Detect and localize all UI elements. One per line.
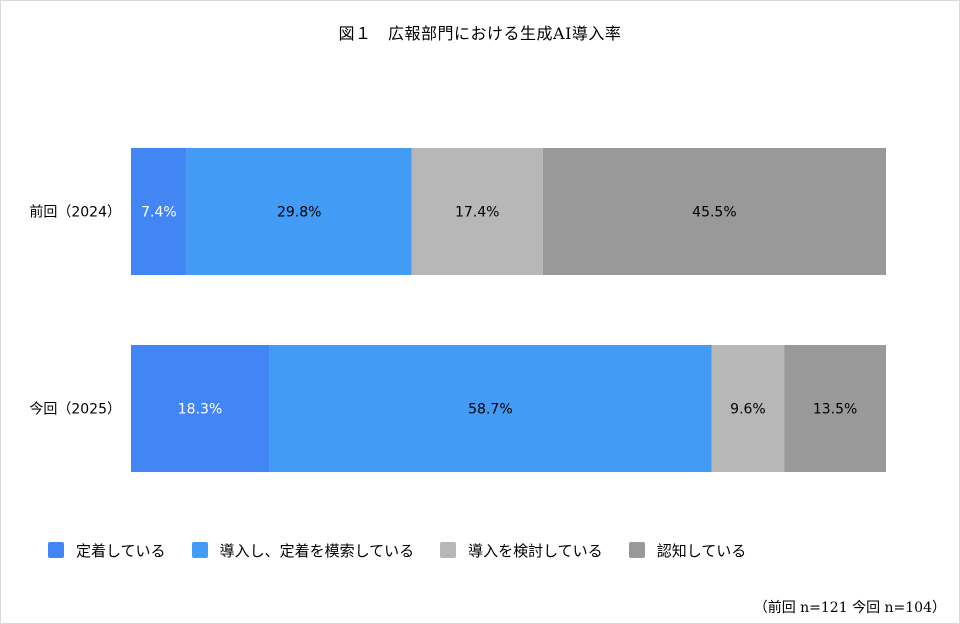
legend-item-established: 定着している [48,540,166,561]
legend-swatch [48,542,64,558]
data-label: 18.3% [178,402,222,418]
bar-segment [131,345,270,472]
legend-label: 導入を検討している [468,541,603,560]
data-label: 17.4% [455,205,499,221]
data-label: 29.8% [277,205,321,221]
legend-swatch [440,542,457,558]
legend-item-considering: 導入を検討している [440,540,603,561]
category-label: 前回（2024） [29,204,121,221]
bar-segment [131,148,187,275]
legend: 定着している 導入し、定着を模索している 導入を検討している 認知している [48,538,746,562]
bar-segment [269,345,712,472]
data-label: 45.5% [692,205,736,221]
legend-label: 認知している [656,541,747,560]
data-label: 58.7% [468,402,512,418]
legend-swatch [191,542,208,558]
sample-size-note: （前回 n=121 今回 n=104） [753,600,946,616]
bar-segment [711,345,785,472]
bar-segment [542,148,886,275]
bar-segment [411,148,543,275]
bar-segment [186,148,412,275]
legend-label: 導入し、定着を模索している [219,541,415,560]
legend-item-exploring: 導入し、定着を模索している [191,540,415,561]
chart-title: 図１ 広報部門における生成AI導入率 [338,24,622,43]
legend-swatch [628,542,645,558]
bar-segment [784,345,886,472]
data-label: 7.4% [141,205,177,221]
category-label: 今回（2025） [29,402,121,418]
legend-item-aware: 認知している [628,540,747,561]
data-label: 9.6% [730,402,766,418]
legend-label: 定着している [76,541,166,560]
data-label: 13.5% [813,402,857,418]
